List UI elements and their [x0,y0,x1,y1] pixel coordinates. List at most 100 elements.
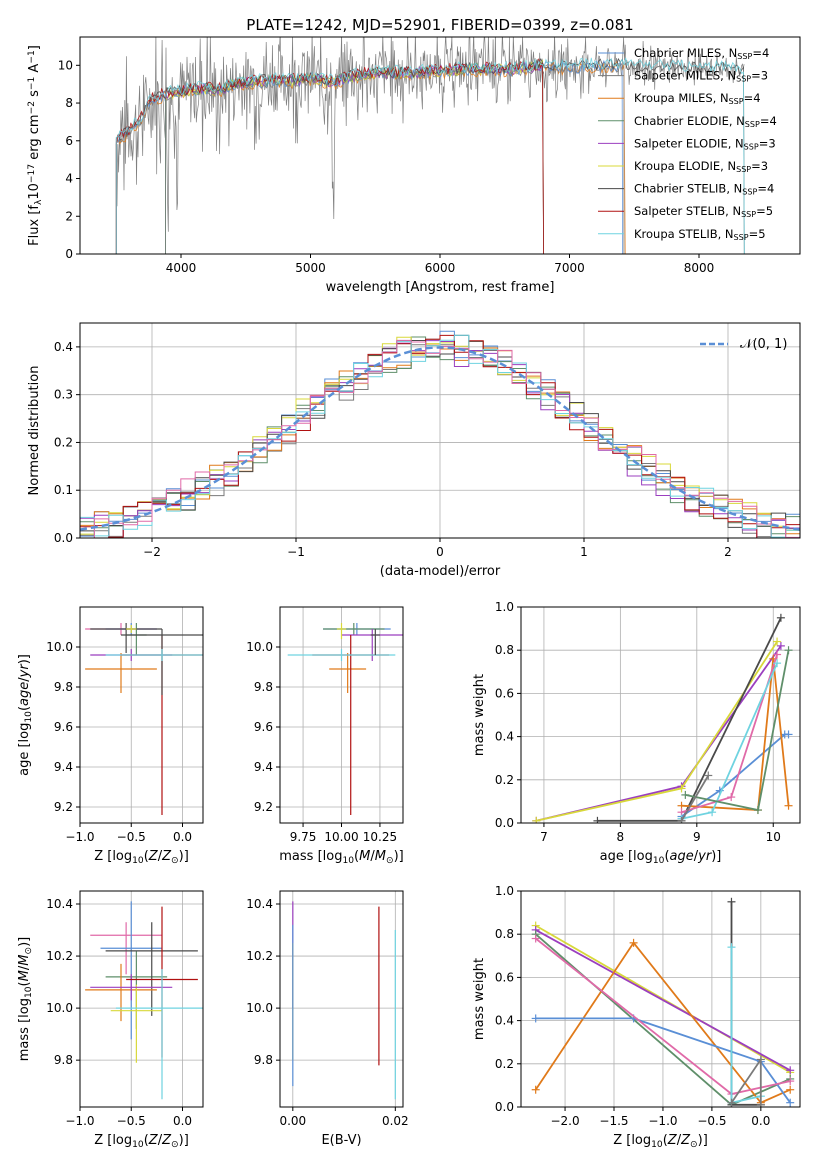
point-marker [784,730,793,739]
point-marker [531,1085,540,1094]
legend-label: Chabrier MILES, NSSP=4 [634,46,769,61]
y-tick-label: 0 [65,247,73,261]
y-tick-label: 0.8 [495,643,514,657]
x-tick-label: −1.0 [65,1114,94,1128]
model-line-chabrier_elodie [165,61,544,254]
x-tick-label: 2 [724,545,732,559]
plot-area [287,623,403,815]
series-line-chabrier_stelib [730,901,761,1106]
panels-group: Chabrier MILES, NSSP=4 Salpeter MILES, NS… [17,36,801,1150]
x-tick-label: 5000 [295,261,326,275]
x-tick-label: 4000 [166,261,197,275]
axes-frame [520,890,801,1108]
y-tick-label: 9.6 [254,720,273,734]
error-cross [85,653,157,693]
plot-area [80,330,800,538]
y-tick-label: 10.2 [46,949,73,963]
error-cross [312,635,390,815]
plot-area [85,623,203,815]
y-tick-label: 0.2 [495,1057,514,1071]
y-tick-label: 9.8 [254,1053,273,1067]
y-axis-label: mass [log10(M/M⊙)] [17,937,34,1061]
series-line-kroupa_miles [534,941,791,1104]
plot-area [85,901,203,1100]
x-tick-label: −0.5 [697,1114,726,1128]
axes-frame [520,606,801,824]
legend-label: Kroupa STELIB, NSSP=5 [634,227,766,242]
x-tick-label: 0 [436,545,444,559]
y-tick-label: 0.4 [54,340,73,354]
y-tick-label: 0.4 [495,1014,514,1028]
axes-frame [79,890,204,1108]
series-line-chabrier_miles [680,733,789,818]
y-tick-label: 9.4 [254,760,273,774]
error-cross [90,974,173,1001]
legend: 𝒩(0, 1) [700,337,787,352]
point-marker [784,646,793,655]
legend-label: Chabrier ELODIE, NSSP=4 [634,114,777,129]
panel-mass_vs_ebv: 0.00 0.02 9.8 10.0 10.2 10.4 E(B-V) [246,890,409,1148]
y-tick-label: 0.0 [495,816,514,830]
y-axis-label: mass weight [472,674,487,756]
y-tick-label: 10.2 [246,949,273,963]
series-line-salpeter_elodie [536,645,782,822]
series-line-chabrier_miles [535,1017,791,1104]
y-tick-label: 0.0 [495,1100,514,1114]
error-cross [126,623,147,655]
y-tick-label: 10.0 [46,640,73,654]
point-marker [532,816,541,823]
x-tick-label: 7000 [554,261,585,275]
error-cross [370,629,380,655]
x-axis-label: mass [log10(M/M⊙)] [279,849,403,866]
model-line-kroupa_stelib [115,57,745,254]
x-tick-label: −2.0 [550,1114,579,1128]
error-cross [329,653,367,693]
point-marker [727,1098,736,1107]
y-tick-label: 1.0 [495,600,514,614]
y-tick-label: 0.2 [54,435,73,449]
y-tick-label: 8 [65,96,73,110]
y-axis-label: mass weight [472,958,487,1040]
series-line-kroupa_stelib [730,947,761,1104]
y-tick-label: 0.4 [495,730,514,744]
y-tick-label: 10.4 [46,897,73,911]
point-marker [677,816,686,823]
y-axis-label: Flux [fλ10−17 erg cm−2 s−1 A−1] [27,45,44,246]
x-tick-label: 1 [580,545,588,559]
point-marker [756,1100,765,1107]
point-marker [776,641,785,650]
point-marker [786,1098,795,1107]
error-cross [100,901,162,1040]
series-line-salpeter_miles [680,775,710,822]
error-cross [126,625,137,633]
panel-age_vs_mass: 9.75 10.00 10.25 9.2 9.4 9.6 9.8 10.0 mass [log1… [246,606,404,866]
series-line-kroupa_elodie [536,641,778,822]
x-tick-label: −1.5 [599,1114,628,1128]
x-axis-label: Z [log10(Z/Z⊙)] [94,849,189,866]
point-marker [593,816,602,823]
x-tick-label: 9.75 [290,830,317,844]
plot-area [531,897,795,1107]
x-tick-label: 9 [693,830,701,844]
legend-label: Chabrier STELIB, NSSP=4 [634,182,774,197]
point-marker [773,650,782,659]
y-tick-label: 0.2 [495,773,514,787]
series-line-kroupa_elodie [535,924,791,1074]
axes-frame [79,606,204,824]
panel-mass_weight_vs_age: 7 8 9 10 0.0 0.2 0.4 0.6 0.8 1.0 age [log10(age/yr… [472,600,801,866]
point-marker [773,637,782,646]
x-axis-label: age [log10(age/yr)] [600,849,722,866]
point-marker [704,771,713,780]
y-axis-label: Normed distribution [27,366,42,496]
x-tick-label: 0.0 [173,1114,192,1128]
y-tick-label: 10 [58,58,73,72]
legend: Chabrier MILES, NSSP=4 Salpeter MILES, NS… [598,46,777,242]
y-tick-label: 0.6 [495,686,514,700]
legend-label: 𝒩(0, 1) [740,337,787,352]
x-tick-label: 6000 [425,261,456,275]
x-tick-label: 0.02 [382,1114,409,1128]
point-marker [708,808,717,817]
y-tick-label: 6 [65,134,73,148]
x-axis-label: Z [log10(Z/Z⊙)] [94,1133,189,1150]
y-tick-label: 0.1 [54,483,73,497]
